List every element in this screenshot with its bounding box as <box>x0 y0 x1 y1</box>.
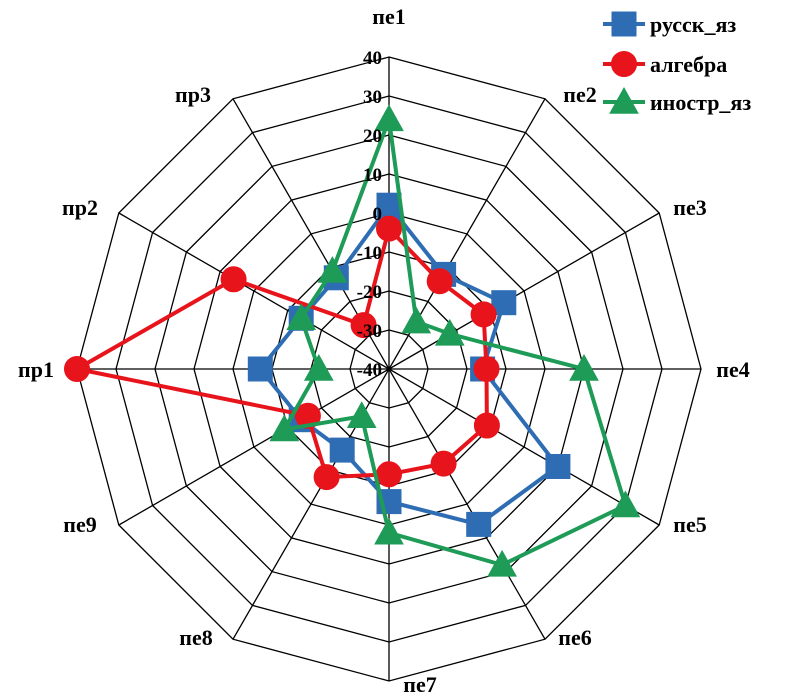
category-label: пе2 <box>563 82 596 107</box>
tick-label: -40 <box>357 360 382 381</box>
category-label: пе1 <box>372 4 405 29</box>
data-point <box>434 318 465 346</box>
data-point <box>569 353 599 381</box>
legend-marker <box>611 51 637 77</box>
series-1 <box>247 192 571 537</box>
data-point <box>346 401 377 428</box>
category-label: пр3 <box>175 82 211 107</box>
legend-marker <box>611 11 637 37</box>
series-line <box>257 201 561 527</box>
series-3 <box>269 104 641 577</box>
grid-spoke <box>118 212 390 370</box>
data-point <box>470 301 497 328</box>
data-point <box>487 549 517 577</box>
data-point <box>317 256 348 283</box>
tick-label: -20 <box>357 282 382 303</box>
legend: русск_яз алгебра иностр_яз <box>603 11 751 115</box>
legend-label: алгебра <box>650 52 727 77</box>
data-point <box>269 414 300 442</box>
category-label: пе9 <box>63 512 96 537</box>
data-point <box>376 215 402 242</box>
tick-label: 20 <box>363 126 382 147</box>
legend-label: русск_яз <box>650 12 736 37</box>
data-point <box>350 312 377 339</box>
tick-label: 0 <box>373 204 383 225</box>
category-label: пр2 <box>62 195 98 220</box>
data-point <box>376 461 402 488</box>
grid-spoke <box>388 368 660 526</box>
data-point <box>473 412 500 439</box>
category-label: пе5 <box>673 512 706 537</box>
data-point <box>374 104 404 132</box>
data-point <box>329 437 355 463</box>
legend-item: иностр_яз <box>603 86 751 115</box>
data-point <box>294 402 321 429</box>
series-2 <box>64 215 500 491</box>
data-point <box>313 464 340 491</box>
data-point <box>545 454 571 479</box>
data-point <box>473 356 500 382</box>
data-point <box>466 511 492 537</box>
legend-label: иностр_яз <box>650 90 751 115</box>
data-point <box>247 356 273 382</box>
data-point <box>401 306 432 334</box>
data-point <box>374 517 404 545</box>
radar-series <box>64 104 641 577</box>
category-label: пр1 <box>18 357 54 382</box>
legend-item: русск_яз <box>603 11 736 37</box>
grid-spoke <box>388 212 660 370</box>
category-labels: пе1 пе2 пе3 пе4 пе5 пе6 пе7 пе8 пе9 пр1 пр2 пр3 <box>18 4 750 696</box>
data-point <box>286 303 317 330</box>
category-label: пе4 <box>716 357 749 382</box>
grid-spoke <box>388 368 546 640</box>
tick-label: -30 <box>357 321 382 342</box>
legend-item: алгебра <box>603 51 727 77</box>
data-point <box>610 490 641 518</box>
radial-tick-labels: -40 -30 -20 -10 0 10 20 30 40 <box>357 48 382 381</box>
category-label: пе6 <box>558 625 591 650</box>
category-label: пе7 <box>403 672 436 696</box>
data-point <box>426 268 453 295</box>
legend-marker <box>609 86 639 114</box>
tick-label: 30 <box>363 87 382 108</box>
grid-spoke <box>118 368 390 526</box>
tick-label: 10 <box>363 165 382 186</box>
data-point <box>64 356 90 382</box>
category-label: пе8 <box>179 625 212 650</box>
tick-label: -10 <box>357 243 382 264</box>
category-label: пе3 <box>673 195 706 220</box>
radar-grid <box>76 56 702 682</box>
data-point <box>430 450 457 477</box>
tick-label: 40 <box>363 48 382 69</box>
data-point <box>303 353 334 381</box>
data-point <box>220 266 247 293</box>
